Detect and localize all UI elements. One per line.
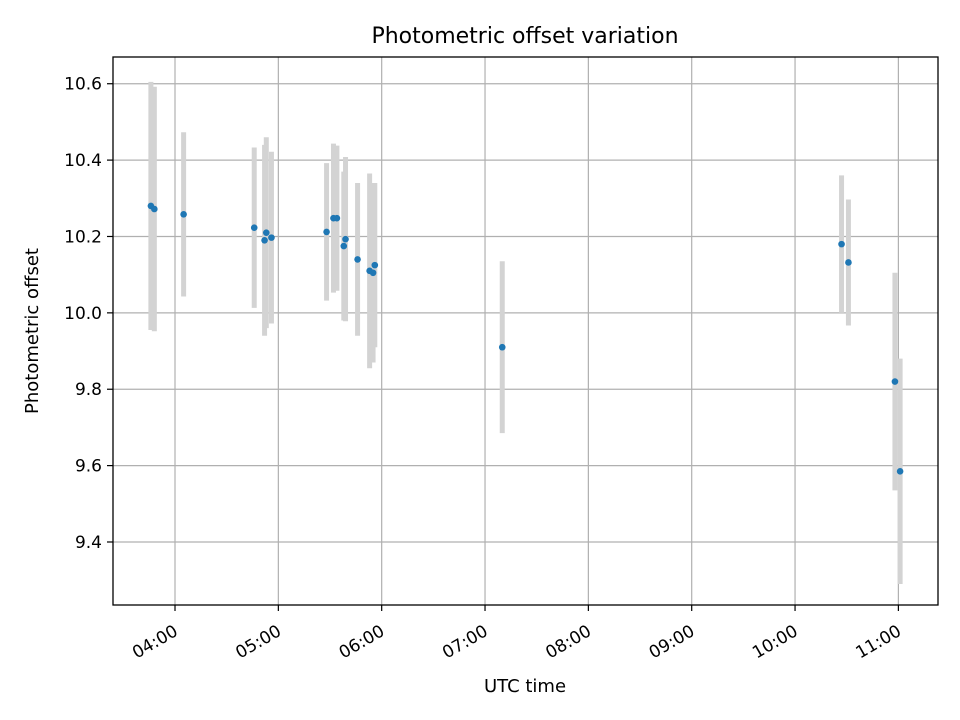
y-tick-label: 9.4: [75, 533, 102, 553]
data-point: [333, 214, 341, 222]
data-point: [371, 261, 379, 269]
chart-title: Photometric offset variation: [371, 24, 678, 49]
y-tick-label: 9.8: [75, 380, 102, 400]
y-tick-label: 10.4: [64, 151, 102, 171]
data-point: [896, 468, 904, 475]
data-point: [340, 242, 348, 250]
y-tick-label: 10.2: [64, 227, 102, 247]
data-point: [838, 240, 845, 248]
data-point: [891, 378, 899, 385]
data-point: [250, 224, 258, 232]
x-axis-label: UTC time: [484, 676, 566, 697]
data-point: [845, 259, 852, 266]
y-tick-label: 10.0: [64, 304, 102, 324]
grid: [113, 57, 938, 605]
y-tick-label: 9.6: [75, 457, 102, 477]
plot-frame: [112, 56, 939, 606]
y-tick-label: 10.6: [64, 75, 102, 95]
data-point: [261, 237, 268, 244]
data-point: [498, 343, 506, 351]
data-point: [262, 229, 270, 236]
data-point: [354, 256, 361, 263]
data-point: [323, 228, 330, 236]
data-point: [342, 235, 349, 243]
data-point: [151, 205, 158, 213]
y-axis-label: Photometric offset: [22, 248, 43, 414]
data-point: [180, 211, 187, 218]
data-point: [268, 234, 275, 241]
data-points: [147, 202, 904, 475]
data-point: [369, 269, 377, 277]
